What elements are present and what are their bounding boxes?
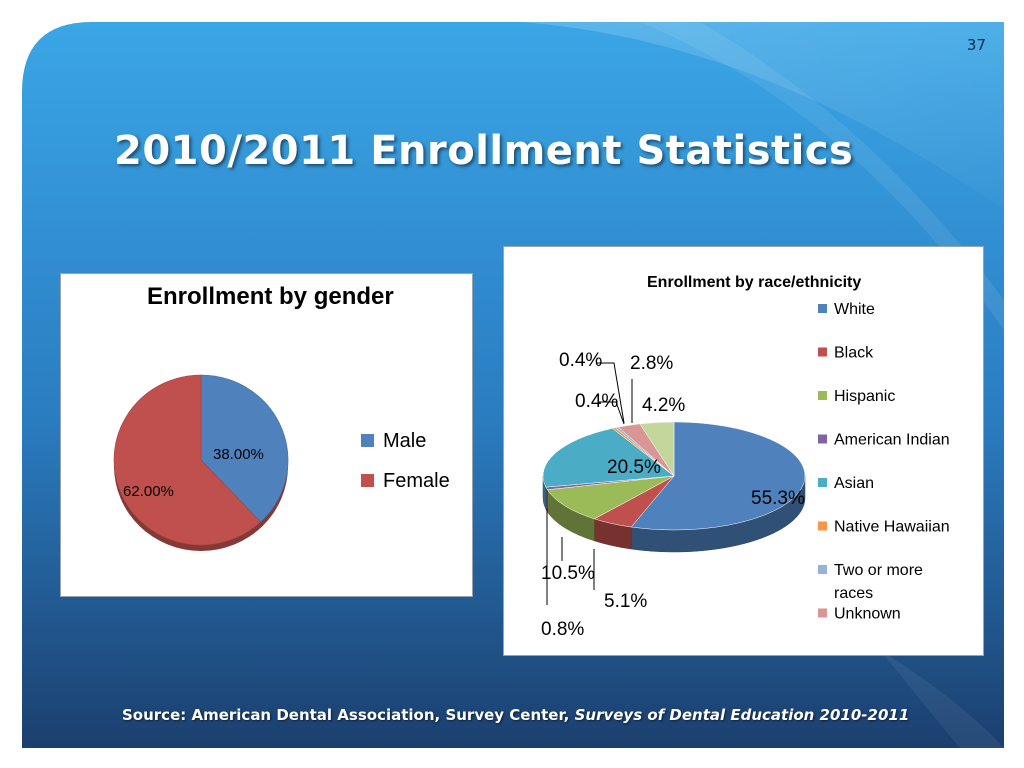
- race-legend-label-native-hawaiian: Native Hawaiian: [834, 519, 950, 536]
- race-legend-swatch-unknown: [818, 608, 827, 618]
- race-legend-swatch-native-hawaiian: [818, 521, 827, 531]
- race-label-asian: 20.5%: [607, 457, 661, 478]
- gender-slice-female: [113, 374, 261, 546]
- race-label-hispanic: 10.5%: [541, 563, 595, 584]
- race-slice-asian: [542, 428, 675, 488]
- race-chart-title: Enrollment by race/ethnicity: [647, 274, 861, 291]
- race-legend-label-hispanic: Hispanic: [834, 388, 895, 405]
- race-slice-white: [630, 421, 806, 531]
- race-label-american-indian: 0.8%: [541, 619, 584, 640]
- source-publication: Surveys of Dental Education 2010-2011: [574, 706, 910, 724]
- race-label-white: 55.3%: [751, 488, 805, 509]
- race-leader-two-or-more-races: [596, 362, 625, 424]
- race-legend-swatch-asian: [818, 478, 827, 487]
- slide-title: 2010/2011 Enrollment Statistics: [114, 128, 854, 174]
- race-legend-label-unknown: Unknown: [834, 606, 901, 623]
- background-swoosh-3: [880, 650, 1004, 748]
- race-legend-label-american-indian: American Indian: [834, 432, 950, 449]
- race-label-unknown: 2.8%: [630, 353, 673, 374]
- gender-label-male: 38.00%: [213, 446, 264, 463]
- race-slice-hispanic: [546, 475, 675, 520]
- race-pie-chart: Enrollment by race/ethnicity 55.3% 5.1% 10.…: [541, 274, 950, 640]
- race-legend-swatch-american-indian: [818, 434, 827, 444]
- race-legend-label-asian: Asian: [834, 475, 874, 492]
- race-label-other-8: 4.2%: [642, 395, 685, 416]
- gender-slice-male: [200, 374, 289, 523]
- gender-legend-label-female: Female: [383, 470, 450, 492]
- gender-legend-swatch-male: [361, 434, 374, 447]
- source-citation: Source: American Dental Association, Sur…: [122, 706, 909, 724]
- race-legend-swatch-two-or-more-races: [818, 565, 827, 574]
- race-label-native-hawaiian: 0.4%: [575, 391, 618, 412]
- race-legend-swatch-hispanic: [818, 391, 827, 400]
- race-slice-other-8: [639, 421, 675, 477]
- page-number: 37: [966, 36, 986, 54]
- source-label: Source: American Dental Association, Sur…: [122, 706, 575, 724]
- race-label-black: 5.1%: [604, 591, 647, 612]
- gender-pie-chart: Enrollment by gender 38.00% 62.00% Male Fema…: [113, 283, 450, 551]
- race-label-two-or-more-races: 0.4%: [559, 350, 602, 371]
- race-legend-label-black: Black: [834, 345, 874, 362]
- race-legend-label-white: White: [834, 301, 875, 318]
- gender-legend-label-male: Male: [383, 430, 426, 452]
- background-swoosh: [520, 22, 1004, 210]
- race-legend-swatch-white: [818, 304, 827, 313]
- gender-chart-title: Enrollment by gender: [147, 283, 394, 310]
- gender-label-female: 62.00%: [123, 483, 174, 500]
- gender-chart-panel: Enrollment by gender 38.00% 62.00% Male Fema…: [60, 273, 473, 597]
- race-legend-swatch-black: [818, 347, 827, 357]
- gender-legend-swatch-female: [361, 474, 374, 487]
- race-legend-label-two-or-more-races: Two or more races: [834, 562, 923, 602]
- race-leader-native-hawaiian: [599, 401, 625, 425]
- race-chart-panel: Enrollment by race/ethnicity 55.3% 5.1% 10.…: [503, 246, 984, 656]
